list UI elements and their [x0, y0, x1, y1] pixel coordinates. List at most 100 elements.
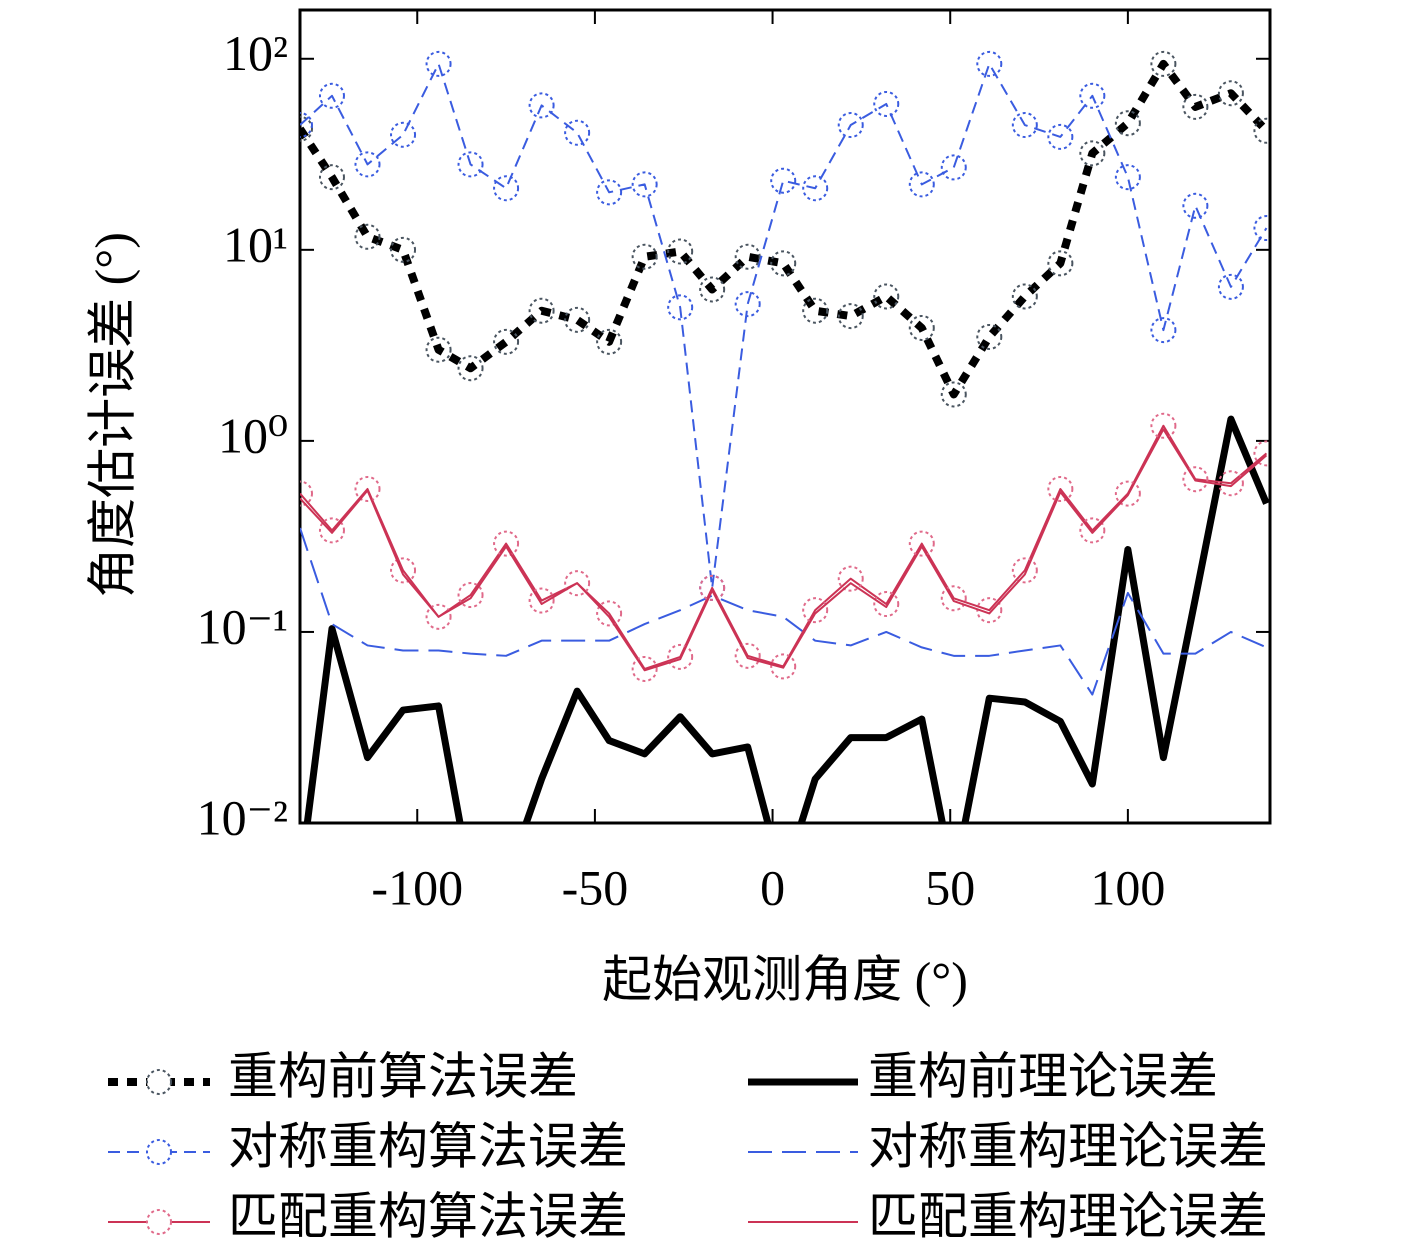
legend-label: 匹配重构算法误差 [228, 1188, 628, 1244]
marker [802, 175, 829, 202]
marker [802, 597, 829, 624]
marker [908, 314, 935, 341]
series-line [300, 527, 1267, 696]
marker [596, 179, 623, 206]
y-tick-label: 10² [223, 25, 288, 81]
x-axis-label: 起始观测角度 (°) [602, 951, 968, 1007]
legend-marker [146, 1139, 172, 1165]
marker [493, 175, 520, 202]
marker [699, 574, 726, 601]
marker [1253, 117, 1270, 144]
legend-marker [146, 1069, 172, 1095]
marker [940, 154, 967, 181]
marker [1182, 93, 1209, 120]
series-line [300, 428, 1268, 672]
marker [940, 585, 967, 612]
marker [734, 291, 761, 318]
marker [770, 250, 797, 277]
marker [1011, 283, 1038, 310]
marker [1253, 215, 1270, 242]
marker [425, 603, 452, 630]
x-tick-label: -50 [562, 859, 629, 915]
marker [528, 92, 555, 119]
x-tick-label: 100 [1090, 859, 1165, 915]
marker [425, 336, 452, 363]
marker [1253, 440, 1270, 467]
marker [1011, 557, 1038, 584]
marker [493, 530, 520, 557]
y-axis-label: 角度估计误差 (°) [84, 232, 140, 598]
marker [908, 530, 935, 557]
marker [837, 112, 864, 139]
marker [873, 591, 900, 618]
marker [425, 50, 452, 77]
x-tick-label: 0 [760, 859, 785, 915]
marker [1217, 273, 1244, 300]
marker [802, 297, 829, 324]
y-tick-label: 10⁰ [218, 407, 288, 463]
marker [1150, 50, 1177, 77]
legend-label: 对称重构算法误差 [228, 1118, 628, 1174]
legend-label: 重构前算法误差 [228, 1048, 578, 1104]
marker [1011, 112, 1038, 139]
marker [1047, 123, 1074, 150]
marker [1079, 82, 1106, 109]
marker [528, 297, 555, 324]
marker [699, 276, 726, 303]
marker [734, 642, 761, 669]
x-tick-label: 50 [925, 859, 975, 915]
marker [1114, 480, 1141, 507]
marker [390, 236, 417, 263]
marker [318, 82, 345, 109]
marker [457, 151, 484, 178]
marker [770, 653, 797, 680]
marker [976, 323, 1003, 350]
marker [940, 381, 967, 408]
marker [1114, 110, 1141, 137]
marker [1150, 412, 1177, 439]
marker [564, 306, 591, 333]
marker [667, 238, 694, 265]
marker [354, 151, 381, 178]
marker [300, 115, 313, 142]
marker [873, 90, 900, 117]
marker [1114, 164, 1141, 191]
marker [631, 243, 658, 270]
marker [837, 303, 864, 330]
marker [390, 121, 417, 148]
series-line [300, 424, 1268, 670]
legend-label: 匹配重构理论误差 [868, 1188, 1268, 1244]
marker [976, 50, 1003, 77]
marker [457, 355, 484, 382]
marker [667, 294, 694, 321]
marker [1182, 192, 1209, 219]
marker [354, 223, 381, 250]
series-layer [300, 50, 1270, 823]
y-tick-label: 10¹ [223, 216, 288, 272]
legend-label: 重构前理论误差 [868, 1048, 1218, 1104]
plot-frame [298, 8, 1272, 825]
marker [354, 475, 381, 502]
marker [1079, 140, 1106, 167]
series-line [300, 59, 1270, 399]
marker [457, 582, 484, 609]
marker [1079, 517, 1106, 544]
marker [908, 171, 935, 198]
marker [318, 164, 345, 191]
marker [1217, 80, 1244, 107]
marker [667, 643, 694, 670]
legend-label: 对称重构理论误差 [868, 1118, 1268, 1174]
marker [1047, 475, 1074, 502]
y-tick-label: 10⁻² [197, 789, 288, 845]
marker [596, 600, 623, 627]
marker [873, 283, 900, 310]
series-line [303, 415, 1270, 823]
marker [734, 243, 761, 270]
marker [1047, 250, 1074, 277]
marker [631, 171, 658, 198]
marker [770, 167, 797, 194]
marker [528, 587, 555, 614]
marker [564, 570, 591, 597]
y-tick-label: 10⁻¹ [197, 598, 288, 654]
